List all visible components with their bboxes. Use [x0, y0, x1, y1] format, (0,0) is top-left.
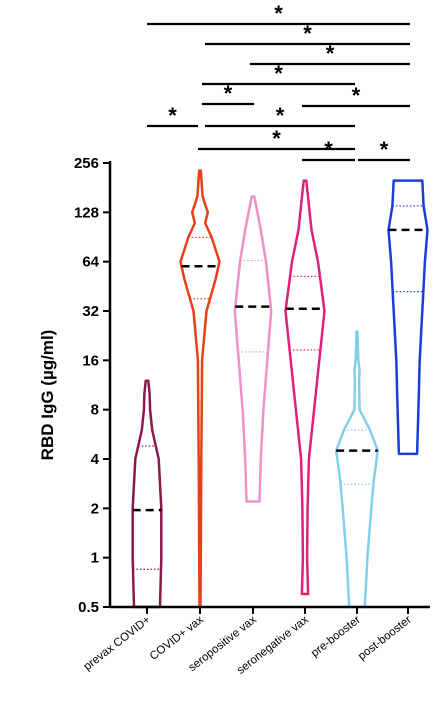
significance-star: *	[380, 137, 389, 162]
y-tick-label: 32	[82, 303, 99, 320]
significance-star: *	[326, 41, 335, 66]
y-tick-label: 2	[91, 500, 99, 517]
y-tick-label: 64	[82, 254, 99, 271]
significance-star: *	[303, 21, 312, 46]
significance-star: *	[274, 61, 283, 86]
significance-star: *	[224, 81, 233, 106]
significance-brackets: ********* * *	[147, 1, 410, 162]
y-tick-label: 8	[91, 402, 99, 419]
y-tick-label: 1	[91, 550, 99, 567]
violin-outline	[334, 330, 380, 609]
significance-star: *	[324, 137, 333, 162]
significance-star: *	[168, 103, 177, 128]
significance-star: *	[276, 103, 285, 128]
violins	[131, 169, 429, 609]
y-tick-label: 0.5	[78, 599, 99, 616]
x-tick-label: pre-booster	[309, 614, 363, 660]
violin-outline	[387, 179, 429, 456]
y-tick-label: 128	[74, 204, 99, 221]
y-tick-label: 4	[91, 451, 100, 468]
violin-outline	[284, 179, 326, 596]
significance-star: *	[352, 83, 361, 108]
significance-star: *	[272, 126, 281, 151]
y-tick-label: 256	[74, 155, 99, 172]
x-tick-label: prevax COVID+	[82, 614, 153, 673]
y-tick-label: 16	[82, 352, 99, 369]
violin-outline	[179, 169, 221, 609]
x-tick-label: post-booster	[356, 614, 414, 663]
significance-star: *	[274, 1, 283, 26]
violin-outline	[233, 195, 273, 503]
violin-outline	[131, 379, 163, 609]
y-axis-title: RBD IgG (µg/ml)	[38, 330, 57, 461]
